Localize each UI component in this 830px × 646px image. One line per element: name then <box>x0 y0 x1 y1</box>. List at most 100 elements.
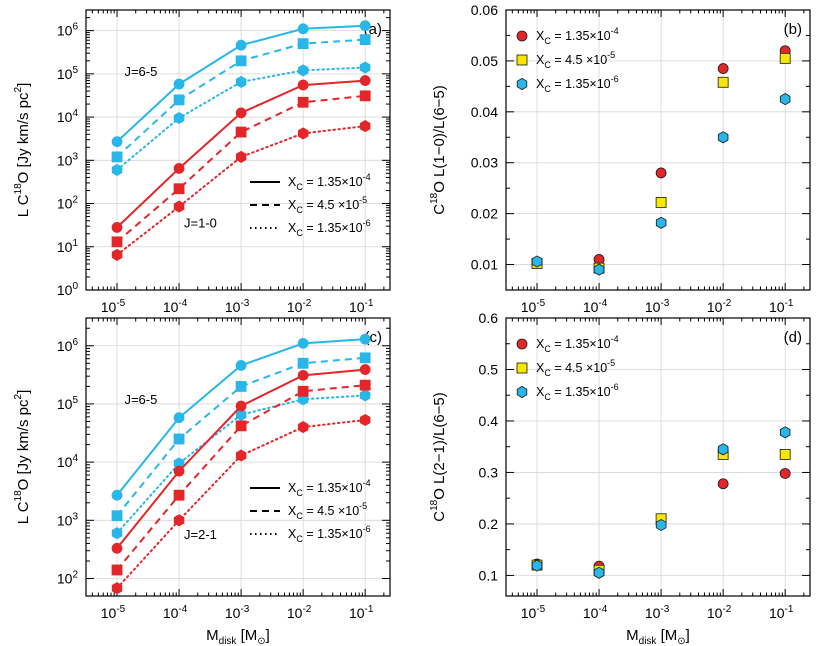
data-point <box>235 420 247 432</box>
data-point <box>111 151 123 163</box>
series-1 <box>111 333 371 501</box>
data-point <box>235 150 247 163</box>
data-point <box>359 120 371 133</box>
grid-lines <box>506 9 810 290</box>
data-point <box>297 421 309 434</box>
data-point <box>111 489 123 501</box>
y-tick-label: 101 <box>57 238 79 255</box>
y-tick-label: 103 <box>57 511 79 528</box>
data-point <box>111 542 123 554</box>
x-tick-label: 10-5 <box>101 298 126 315</box>
panel-label: (d) <box>784 329 802 346</box>
data-point <box>655 197 667 208</box>
series-4 <box>111 364 371 554</box>
y-tick-label: 0.5 <box>479 361 499 377</box>
data-point <box>359 352 371 364</box>
series-6 <box>111 120 371 261</box>
data-point <box>359 61 371 74</box>
data-point <box>111 527 123 540</box>
series-line <box>116 94 366 243</box>
data-point <box>359 413 371 427</box>
x-tick-label: 10-4 <box>163 298 188 315</box>
legend: XC = 1.35×10-4 XC = 4.5 ×10-5 XC = 1.35×10… <box>250 172 371 238</box>
series-5 <box>111 90 371 248</box>
y-tick-label: 0.4 <box>479 413 499 429</box>
data-point <box>359 75 371 86</box>
annotation-label: J=1-0 <box>184 215 217 230</box>
legend-text: XC = 1.35×10-4 <box>536 334 619 354</box>
series-3 <box>531 93 791 276</box>
x-tick-label: 10-4 <box>583 298 608 315</box>
grid-lines <box>506 317 810 596</box>
y-tick-label: 103 <box>57 151 79 168</box>
panel-b: 10-5 10-4 10-3 10-2 10-1 0.01 0.02 0.03 0.04 0.05… <box>429 2 811 315</box>
y-tick-label: 0.02 <box>471 206 498 222</box>
data-point <box>297 127 309 140</box>
legend-marker <box>516 385 528 399</box>
data-point <box>111 510 123 522</box>
legend-marker <box>516 54 528 66</box>
plot-frame <box>505 9 811 291</box>
series-2 <box>111 34 371 163</box>
data-point <box>173 514 185 527</box>
data-point <box>235 107 247 119</box>
x-tick-label: 10-3 <box>225 604 250 621</box>
series-5 <box>111 379 371 576</box>
data-point <box>173 78 185 90</box>
series-line <box>116 384 366 571</box>
data-point <box>111 222 123 233</box>
data-point <box>297 79 309 91</box>
legend-text: XC = 1.35×10-6 <box>536 74 619 94</box>
data-point <box>779 426 791 439</box>
plot-frame <box>85 9 391 291</box>
x-axis-label: Mdisk [M⊙] <box>626 627 690 646</box>
data-point <box>235 381 247 392</box>
x-tick-label: 10-2 <box>287 298 312 315</box>
data-point <box>235 126 247 138</box>
data-point <box>173 433 185 445</box>
y-tick-label: 104 <box>57 453 79 470</box>
y-axis-label: L C18O [Jy km/s pc2] <box>13 390 32 525</box>
legend-text: XC = 1.35×10-6 <box>536 382 619 402</box>
legend-text: XC = 4.5 ×10-5 <box>288 195 367 215</box>
y-tick-label: 0.1 <box>479 567 499 583</box>
data-point <box>297 385 309 397</box>
data-point <box>235 55 247 67</box>
legend-text: XC = 1.35×10-4 <box>536 26 619 46</box>
x-tick-label: 10-2 <box>707 604 732 621</box>
data-point <box>297 337 309 349</box>
y-tick-label: 102 <box>57 195 79 212</box>
legend-text: XC = 1.35×10-6 <box>288 524 371 544</box>
data-point <box>531 255 543 268</box>
data-point <box>717 76 729 88</box>
data-point <box>359 333 371 345</box>
x-tick-label: 10-5 <box>101 604 126 621</box>
y-tick-label: 0.01 <box>471 257 498 273</box>
data-point <box>779 449 791 460</box>
panel-a: 10-5 10-4 10-3 10-2 10-1 100 101 102 103 104 105 10… <box>13 9 391 315</box>
annotation-label: J=2-1 <box>184 527 217 542</box>
series-3 <box>111 61 371 176</box>
data-point <box>173 412 185 424</box>
data-point <box>359 34 371 46</box>
legend-text: XC = 4.5 ×10-5 <box>288 501 367 521</box>
series-1 <box>111 20 371 148</box>
panel-d: 10-5 10-4 10-3 10-2 10-1 0.1 0.2 0.3 0.4 0.5 0.6 C1… <box>429 310 811 646</box>
data-point <box>173 183 185 195</box>
y-tick-label: 0.2 <box>479 516 499 532</box>
x-tick-label: 10-1 <box>349 298 374 315</box>
data-point <box>359 90 371 102</box>
x-tick-label: 10-4 <box>583 604 608 621</box>
data-point <box>297 64 309 77</box>
data-point <box>359 364 371 375</box>
legend-text: XC = 1.35×10-4 <box>288 172 371 192</box>
series-line <box>116 356 366 517</box>
y-tick-label: 102 <box>57 569 79 586</box>
legend-text: XC = 1.35×10-4 <box>288 478 371 498</box>
data-point <box>655 167 667 179</box>
x-tick-label: 10-5 <box>521 298 546 315</box>
x-tick-label: 10-1 <box>349 604 374 621</box>
legend-marker <box>516 362 528 374</box>
legend-marker <box>516 338 528 350</box>
y-axis-label: C18O L(2−1)/L(6−5) <box>429 392 448 522</box>
